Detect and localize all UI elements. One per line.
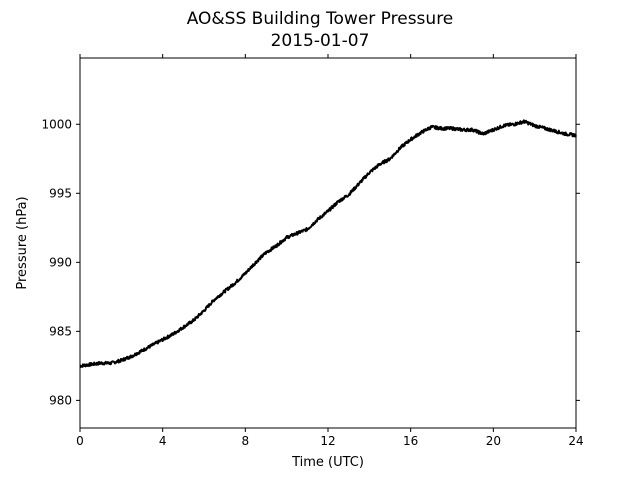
y-tick-label: 980	[49, 393, 72, 407]
x-tick-label: 0	[76, 434, 84, 448]
y-tick-label: 995	[49, 186, 72, 200]
axis-ticks: 0 4 8 12 16 20 24 980 985 990 995 1000	[41, 54, 584, 448]
x-axis-label: Time (UTC)	[291, 455, 364, 470]
x-tick-label: 20	[486, 434, 501, 448]
chart-title: AO&SS Building Tower Pressure	[187, 9, 454, 29]
x-tick-label: 16	[403, 434, 418, 448]
y-tick-label: 1000	[41, 117, 72, 131]
chart-subtitle: 2015-01-07	[271, 31, 370, 51]
x-tick-label: 8	[242, 434, 250, 448]
x-tick-label: 4	[159, 434, 167, 448]
pressure-series-line	[79, 119, 577, 368]
y-axis-label: Pressure (hPa)	[15, 196, 30, 289]
x-tick-label: 12	[320, 434, 335, 448]
x-tick-label: 24	[568, 434, 583, 448]
y-tick-label: 985	[49, 324, 72, 338]
plot-area-frame	[79, 57, 577, 429]
y-tick-label: 990	[49, 255, 72, 269]
